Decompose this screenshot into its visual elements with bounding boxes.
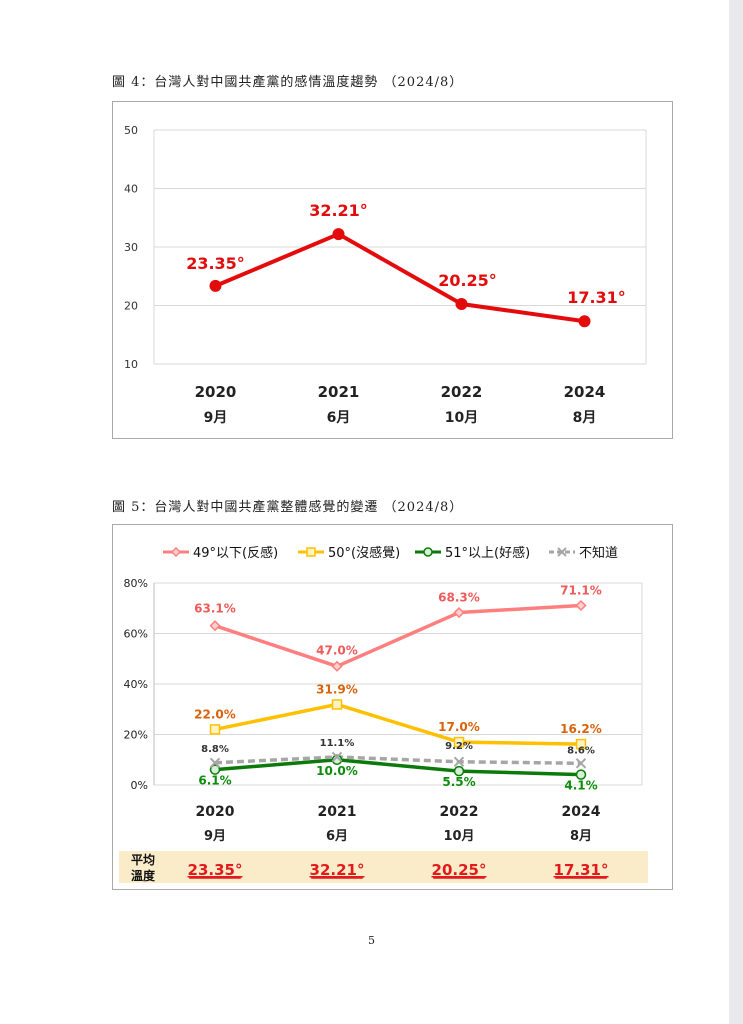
legend-marker [170,546,182,558]
data-point [209,764,221,775]
data-point [453,756,465,767]
data-point [575,758,587,769]
data-point [575,769,587,780]
data-label: 23.35° [186,254,245,273]
data-point-stroke [331,751,343,763]
figure-5-chart: 0% 20% 40% 60% 80% 49°以下(反感) 50°(沒感覺) 51°以上(好感)… [112,524,673,890]
data-point [453,606,465,619]
x-tick-label-month: 9月 [204,410,228,426]
data-label: 71.1% [560,583,602,597]
y-tick-label: 20% [124,729,148,742]
y-tick-label: 40 [124,183,138,196]
x-tick-label-month: 8月 [570,829,592,844]
data-point [331,754,343,765]
data-point [331,751,343,763]
data-label: 10.0% [316,764,358,778]
temperature-trend-chart: 10 20 30 40 50 2020 9月 2021 6月 2022 10月 2024 8月 23.35… [124,124,647,426]
x-tick-label-year: 2024 [564,383,606,401]
average-temperature-value: 20.25° [432,861,487,879]
data-point [575,599,587,612]
figure-4-caption: 圖 4：台灣人對中國共產黨的感情溫度趨勢 （2024/8） [112,75,464,90]
x-tick-label-month: 9月 [204,829,226,844]
data-label: 20.25° [438,271,497,290]
data-label: 17.31° [567,288,626,307]
y-tick-label: 20 [124,300,138,313]
legend-marker-stroke [557,547,567,557]
data-point [209,279,222,292]
legend-marker [423,547,433,557]
average-temperature-label: 溫度 [131,868,156,883]
x-tick-label-year: 2024 [562,804,601,820]
series-line-temperature [214,232,585,324]
page-edge [729,0,743,1024]
data-point [209,620,221,632]
data-point-stroke [575,758,587,769]
y-tick-label: 10 [124,358,138,371]
data-label: 68.3% [438,591,480,605]
page-number: 5 [368,934,375,947]
x-tick-label-year: 2022 [440,804,479,820]
legend-label: 50°(沒感覺) [328,545,400,561]
data-point [455,298,468,311]
x-tick-label-month: 8月 [573,410,597,426]
data-label: 63.1% [194,602,236,616]
legend-label: 51°以上(好感) [445,545,530,561]
series-line [214,603,582,669]
x-tick-label-year: 2020 [195,383,237,401]
data-label: 47.0% [316,643,358,657]
figure-5-caption: 圖 5：台灣人對中國共產黨整體感覺的變遷 （2024/8） [112,500,464,515]
legend-marker [306,547,316,557]
data-label: 4.1% [564,779,597,793]
x-tick-label-year: 2020 [196,804,235,820]
average-temperature-value: 17.31° [554,861,609,879]
overall-feeling-chart: 0% 20% 40% 60% 80% 49°以下(反感) 50°(沒感覺) 51°以上(好感)… [119,545,648,883]
y-tick-label: 50 [124,124,138,137]
average-temperature-label: 平均 [131,852,155,867]
data-label: 32.21° [309,201,368,220]
legend-label: 49°以下(反感) [193,545,278,561]
data-label: 8.8% [201,744,229,755]
y-tick-label: 60% [124,628,148,641]
data-label: 11.1% [320,738,355,749]
figure-4-chart: 10 20 30 40 50 2020 9月 2021 6月 2022 10月 2024 8月 23.35… [112,101,673,439]
y-tick-label: 0% [131,779,148,792]
data-point-stroke [209,757,221,768]
data-point [331,660,343,672]
x-tick-label-month: 10月 [443,829,474,844]
x-tick-label-year: 2022 [441,383,483,401]
data-point [575,738,587,750]
y-tick-label: 40% [124,678,148,691]
average-temperature-value: 32.21° [310,861,365,879]
data-point [453,765,465,777]
data-label: 9.2% [445,741,473,752]
data-label: 31.9% [316,682,358,696]
data-label: 22.0% [194,707,236,721]
legend-label: 不知道 [579,545,618,561]
average-temperature-value: 23.35° [188,861,243,879]
data-label: 6.1% [198,774,231,788]
data-point [209,724,221,735]
data-point [578,315,591,328]
data-label: 17.0% [438,720,480,734]
data-point [453,736,465,748]
legend-marker [557,547,567,557]
data-point-stroke [453,756,465,767]
x-tick-label-year: 2021 [318,804,357,820]
series-line [214,758,582,777]
data-point [332,228,345,241]
series-line [214,702,582,746]
data-label: 8.6% [567,745,595,756]
x-tick-label-month: 10月 [445,410,478,426]
x-tick-label-year: 2021 [318,383,360,401]
y-tick-label: 80% [124,577,148,590]
x-tick-label-month: 6月 [326,829,348,844]
y-tick-label: 30 [124,241,138,254]
series-line [214,755,582,766]
x-tick-label-month: 6月 [327,410,351,426]
data-point [209,757,221,768]
data-label: 5.5% [442,775,475,789]
data-label: 16.2% [560,722,602,736]
data-point [331,699,343,710]
